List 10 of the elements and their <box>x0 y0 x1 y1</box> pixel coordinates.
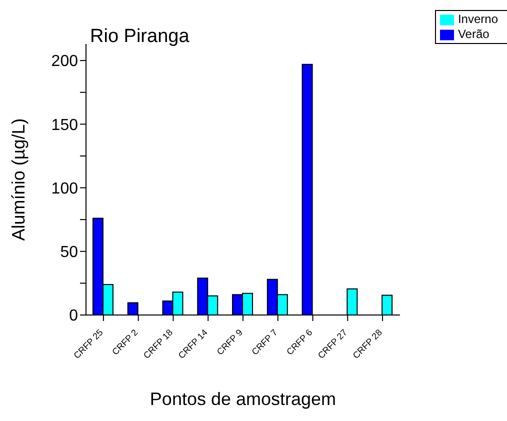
chart-title: Rio Piranga <box>90 26 190 48</box>
y-axis-title: Alumínio (µg/L) <box>8 118 28 241</box>
y-tick-label: 150 <box>51 116 78 134</box>
y-tick-label: 100 <box>51 180 78 198</box>
x-axis-title: Pontos de amostragem <box>150 389 336 409</box>
legend-label: Inverno <box>458 12 498 26</box>
y-tick-label: 200 <box>51 53 78 70</box>
legend-label: Verão <box>458 26 490 41</box>
y-tick-label: 0 <box>69 308 78 325</box>
y-tick-label: 50 <box>60 244 78 262</box>
